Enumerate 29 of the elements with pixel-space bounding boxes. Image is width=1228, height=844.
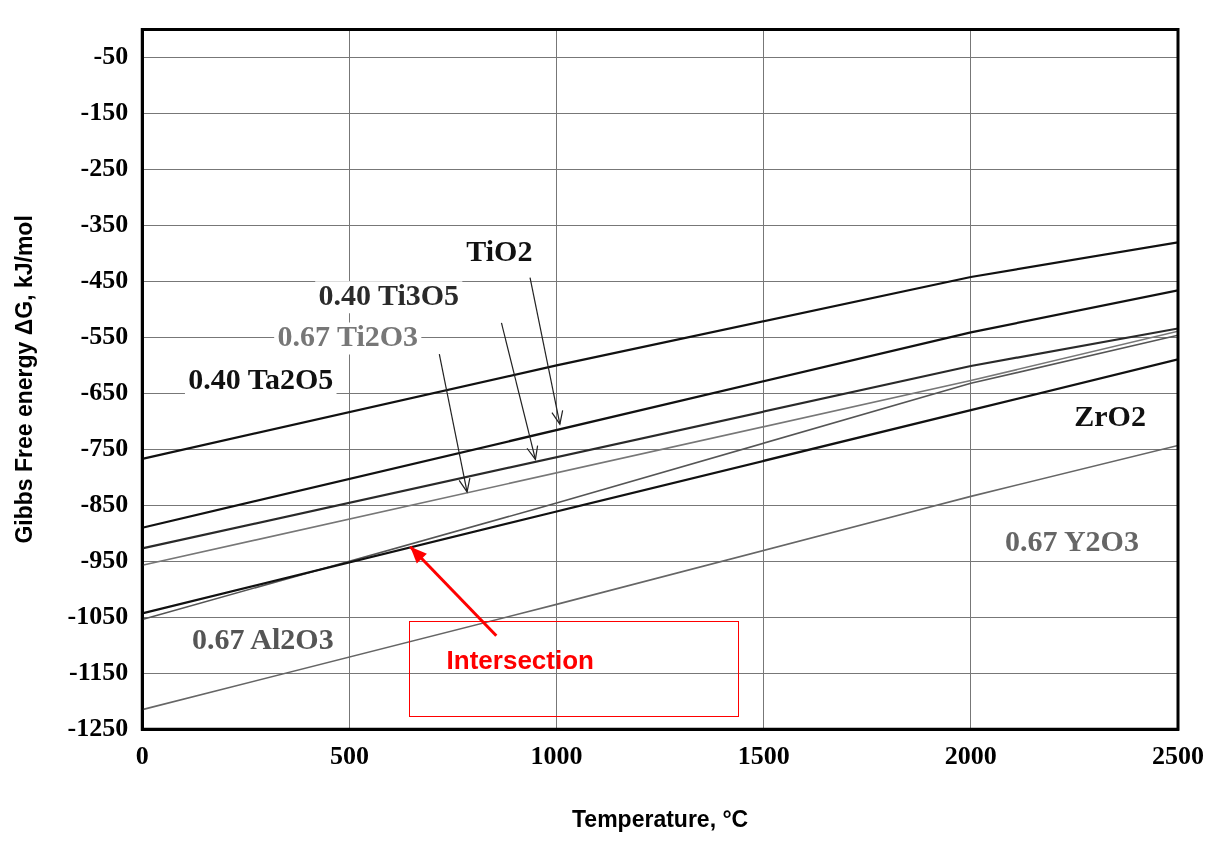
x-tick-label: 0 bbox=[135, 740, 149, 770]
x-tick-label: 1000 bbox=[530, 740, 583, 770]
y-tick-label: -1050 bbox=[67, 600, 129, 630]
y-tick-label: -450 bbox=[80, 265, 129, 295]
x-tick-label: 500 bbox=[329, 740, 369, 770]
series-label: 0.40 Ta2O5 bbox=[188, 362, 334, 396]
y-tick-label: -850 bbox=[80, 489, 129, 519]
y-tick-label: -1250 bbox=[67, 712, 129, 742]
annotation: Intersection bbox=[446, 644, 594, 676]
y-tick-label: -650 bbox=[80, 377, 129, 407]
y-tick-label: -1150 bbox=[69, 656, 129, 686]
y-tick-label: -550 bbox=[80, 321, 129, 351]
x-axis-title: Temperature, °C bbox=[572, 805, 749, 832]
series-label: 0.67 Al2O3 bbox=[191, 621, 334, 655]
series-label: ZrO2 bbox=[1074, 398, 1146, 432]
text: 0.67 Ti2O3 bbox=[277, 319, 419, 353]
y-tick-label: -750 bbox=[80, 433, 129, 463]
y-tick-label: -350 bbox=[80, 209, 129, 239]
y-tick-label: -150 bbox=[80, 97, 129, 127]
series-label: 0.67 Y2O3 bbox=[1004, 523, 1139, 557]
x-tick-label: 2000 bbox=[944, 740, 997, 770]
x-tick-label: 1500 bbox=[737, 740, 790, 770]
y-tick-label: -950 bbox=[80, 545, 129, 575]
y-axis-title: Gibbs Free energy ΔG, kJ/mol bbox=[11, 215, 38, 544]
text: 0.40 Ti3O5 bbox=[318, 277, 460, 311]
y-tick-label: -250 bbox=[80, 153, 129, 183]
text: TiO2 bbox=[466, 233, 533, 267]
y-tick-label: -50 bbox=[93, 41, 129, 71]
x-tick-label: 2500 bbox=[1152, 740, 1204, 770]
